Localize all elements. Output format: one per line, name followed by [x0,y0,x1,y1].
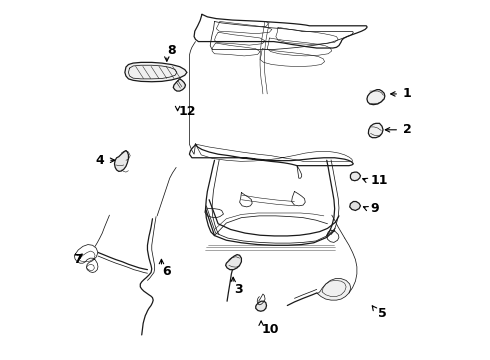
Polygon shape [368,123,383,138]
Text: 5: 5 [378,307,387,320]
Polygon shape [350,172,361,181]
Text: 12: 12 [179,105,196,118]
Text: 7: 7 [74,253,82,266]
Text: 11: 11 [370,174,388,187]
Polygon shape [350,202,361,211]
Text: 8: 8 [167,44,175,57]
Polygon shape [115,150,128,171]
Text: 2: 2 [403,123,412,136]
Polygon shape [256,301,267,311]
Polygon shape [125,62,187,82]
Polygon shape [225,255,242,270]
Text: 9: 9 [370,202,379,215]
Polygon shape [173,79,186,91]
Text: 4: 4 [96,154,104,167]
Text: 1: 1 [403,87,412,100]
Polygon shape [317,279,351,300]
Text: 10: 10 [261,323,279,336]
Polygon shape [367,90,385,105]
Text: 3: 3 [234,283,243,296]
Text: 6: 6 [163,265,171,278]
